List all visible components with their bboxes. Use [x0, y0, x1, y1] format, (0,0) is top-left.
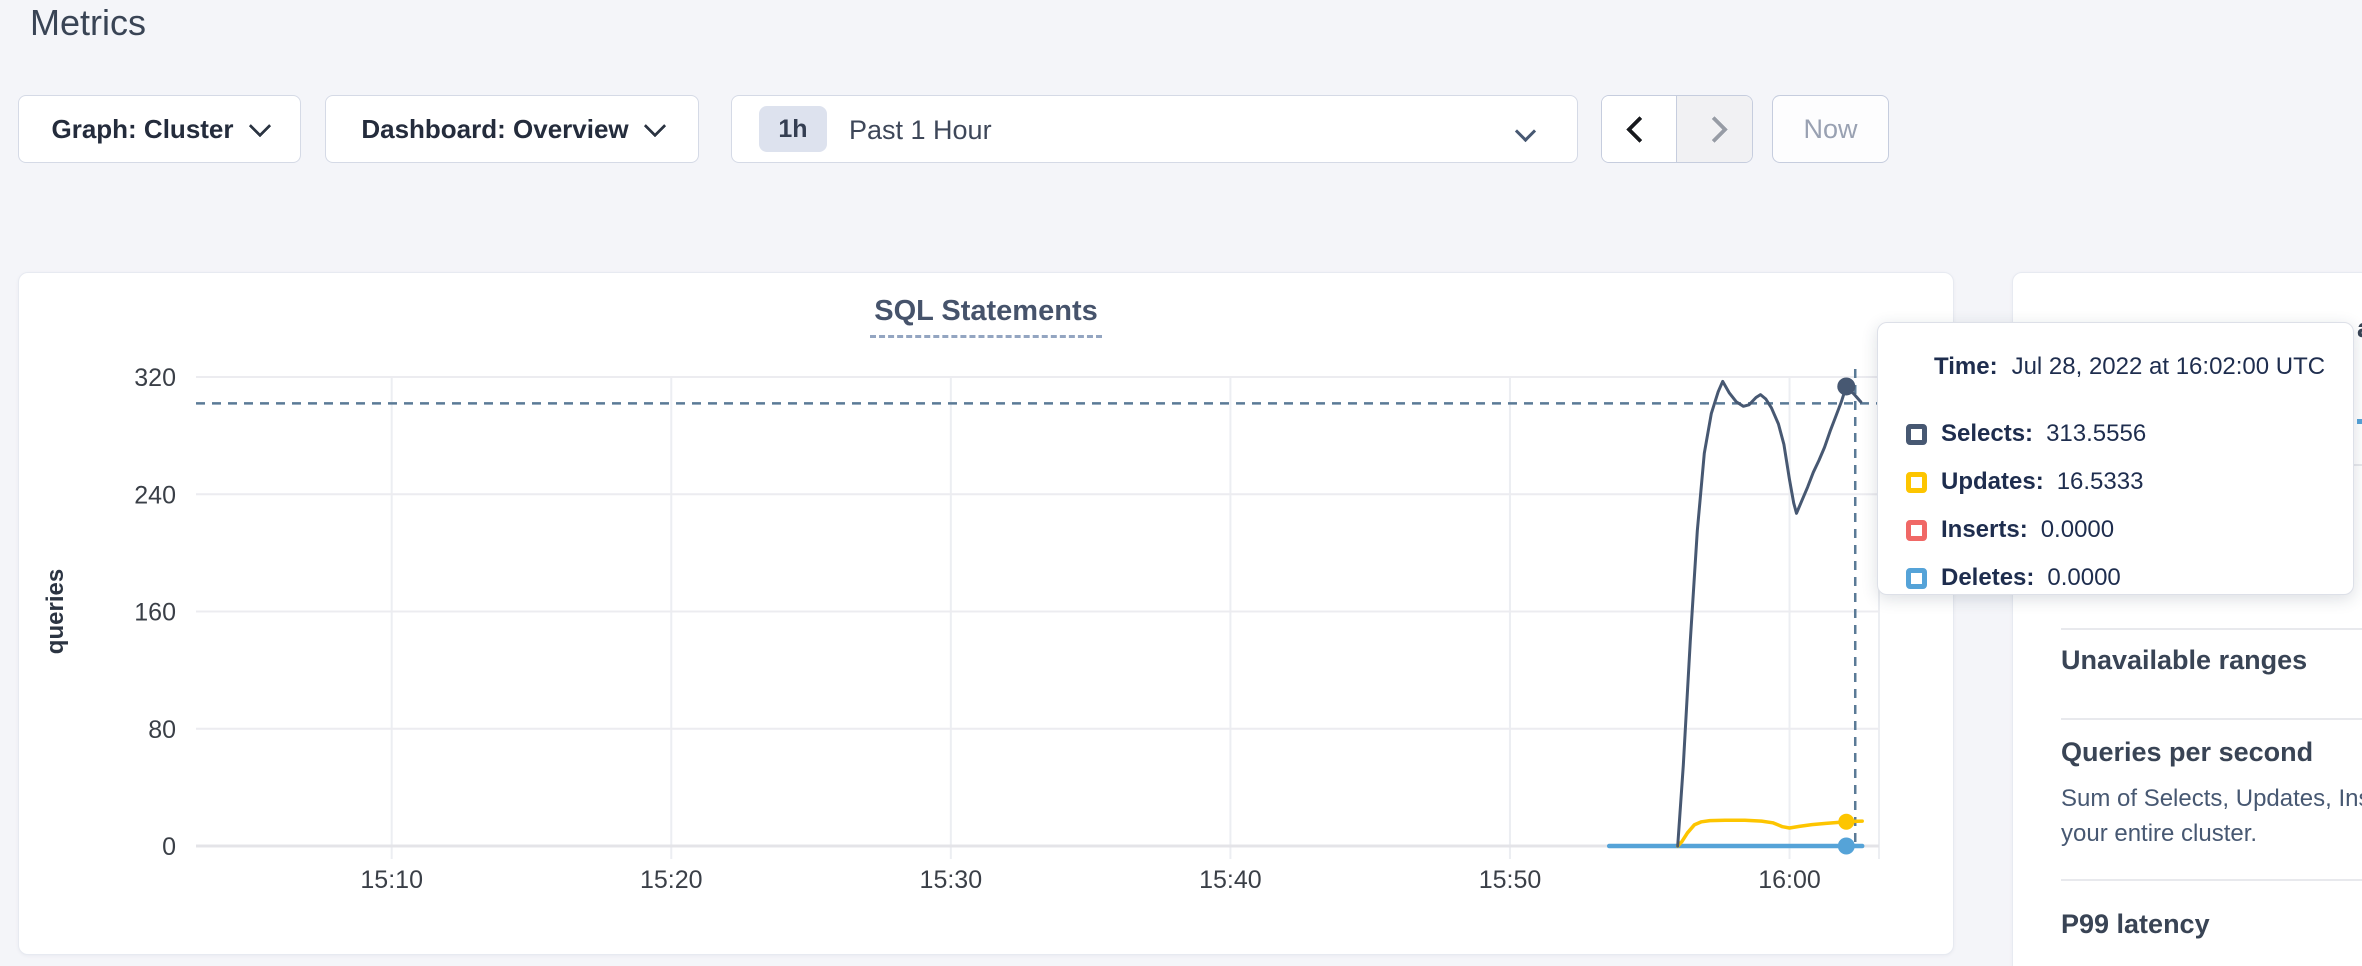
- y-tick-label: 320: [134, 364, 176, 392]
- sidebar-heading-p99-latency: P99 latency: [2061, 909, 2210, 939]
- x-tick-label: 16:00: [1758, 866, 1821, 894]
- chevron-down-icon: [643, 114, 666, 138]
- y-tick-label: 240: [134, 481, 176, 509]
- tooltip-row-deletes: Deletes: 0.0000: [1906, 563, 2146, 593]
- graph-scope-dropdown-label: Graph: Cluster: [51, 113, 234, 144]
- chevron-down-icon: [248, 114, 271, 138]
- tooltip-row-label: Inserts:: [1941, 516, 2028, 543]
- x-tick-label: 15:20: [640, 866, 703, 894]
- series-line-updates: [1675, 818, 1864, 848]
- chevron-down-icon: [1514, 120, 1537, 143]
- now-button[interactable]: Now: [1772, 95, 1889, 163]
- hover-marker-deletes: [1837, 837, 1855, 855]
- series-swatch-icon: [1906, 423, 1927, 445]
- x-tick-label: 15:40: [1199, 866, 1262, 894]
- sql-statements-chart-card: SQL Statements 0 80 160 240 320 15:10 15:20 15:…: [18, 272, 1954, 955]
- chevron-right-icon: [1701, 115, 1728, 143]
- queries-per-second-description: Sum of Selects, Updates, Inser your entir…: [2061, 785, 2362, 847]
- series-swatch-icon: [1906, 471, 1927, 493]
- clipped-heading-fragment: a: [2357, 313, 2362, 344]
- y-tick-label: 160: [134, 599, 176, 627]
- time-window-badge: 1h: [759, 106, 827, 152]
- sidebar-divider: [2061, 718, 2362, 720]
- sidebar-divider: [2061, 628, 2362, 630]
- hover-marker-selects: [1837, 377, 1856, 396]
- series-line-selects: [1676, 379, 1863, 848]
- dashboard-dropdown[interactable]: Dashboard: Overview: [325, 95, 699, 163]
- x-tick-label: 15:50: [1479, 866, 1542, 894]
- tooltip-row-value: 0.0000: [2040, 516, 2115, 543]
- chevron-left-icon: [1625, 115, 1653, 143]
- tooltip-legend-rows: Selects: 313.5556 Updates: 16.5333 Inserts: 0…: [1906, 401, 2146, 593]
- timeframe-pager: [1601, 95, 1753, 163]
- series-swatch-icon: [1906, 567, 1927, 589]
- tooltip-row-updates: Updates: 16.5333: [1906, 467, 2146, 497]
- next-timeframe-button[interactable]: [1677, 96, 1752, 162]
- tooltip-row-label: Selects:: [1941, 420, 2034, 447]
- y-axis-label: queries: [42, 569, 69, 654]
- tooltip-row-value: 0.0000: [2047, 564, 2121, 591]
- tooltip-row-label: Updates:: [1941, 468, 2044, 495]
- chart-title-wrap: SQL Statements: [19, 295, 1953, 338]
- previous-timeframe-button[interactable]: [1602, 96, 1677, 162]
- tooltip-time-value: Jul 28, 2022 at 16:02:00 UTC: [2011, 353, 2326, 380]
- sidebar-divider: [2061, 879, 2362, 881]
- sidebar-heading-queries-per-second: Queries per second: [2061, 737, 2314, 767]
- tooltip-row-value: 16.5333: [2056, 468, 2144, 495]
- sidebar-heading-unavailable-ranges: Unavailable ranges: [2061, 645, 2308, 675]
- x-tick-label: 15:10: [360, 866, 423, 894]
- y-tick-label: 0: [162, 833, 176, 861]
- now-button-label: Now: [1803, 113, 1858, 144]
- dashboard-dropdown-label: Dashboard: Overview: [361, 113, 629, 144]
- time-window-dropdown[interactable]: 1h Past 1 Hour: [731, 95, 1578, 163]
- page-title: Metrics: [30, 2, 146, 43]
- graph-scope-dropdown[interactable]: Graph: Cluster: [18, 95, 301, 163]
- tooltip-row-inserts: Inserts: 0.0000: [1906, 515, 2146, 545]
- tooltip-time-row: Time: Jul 28, 2022 at 16:02:00 UTC: [1934, 353, 2325, 381]
- chart-title[interactable]: SQL Statements: [870, 295, 1102, 338]
- tooltip-time-label: Time:: [1934, 353, 1998, 380]
- tooltip-row-selects: Selects: 313.5556: [1906, 419, 2146, 449]
- x-tick-label: 15:30: [920, 866, 983, 894]
- tooltip-row-value: 313.5556: [2046, 420, 2147, 447]
- chart-hover-tooltip: Time: Jul 28, 2022 at 16:02:00 UTC Select…: [1877, 322, 2354, 595]
- time-window-label: Past 1 Hour: [849, 114, 992, 145]
- sql-statements-chart[interactable]: 0 80 160 240 320 15:10 15:20 15:30 15:40 15:50 16:…: [19, 273, 1953, 954]
- y-tick-label: 80: [148, 716, 176, 744]
- clipped-link-underline-fragment: [2357, 419, 2362, 424]
- tooltip-row-label: Deletes:: [1941, 564, 2035, 591]
- hover-marker-updates: [1838, 813, 1855, 830]
- series-swatch-icon: [1906, 519, 1927, 541]
